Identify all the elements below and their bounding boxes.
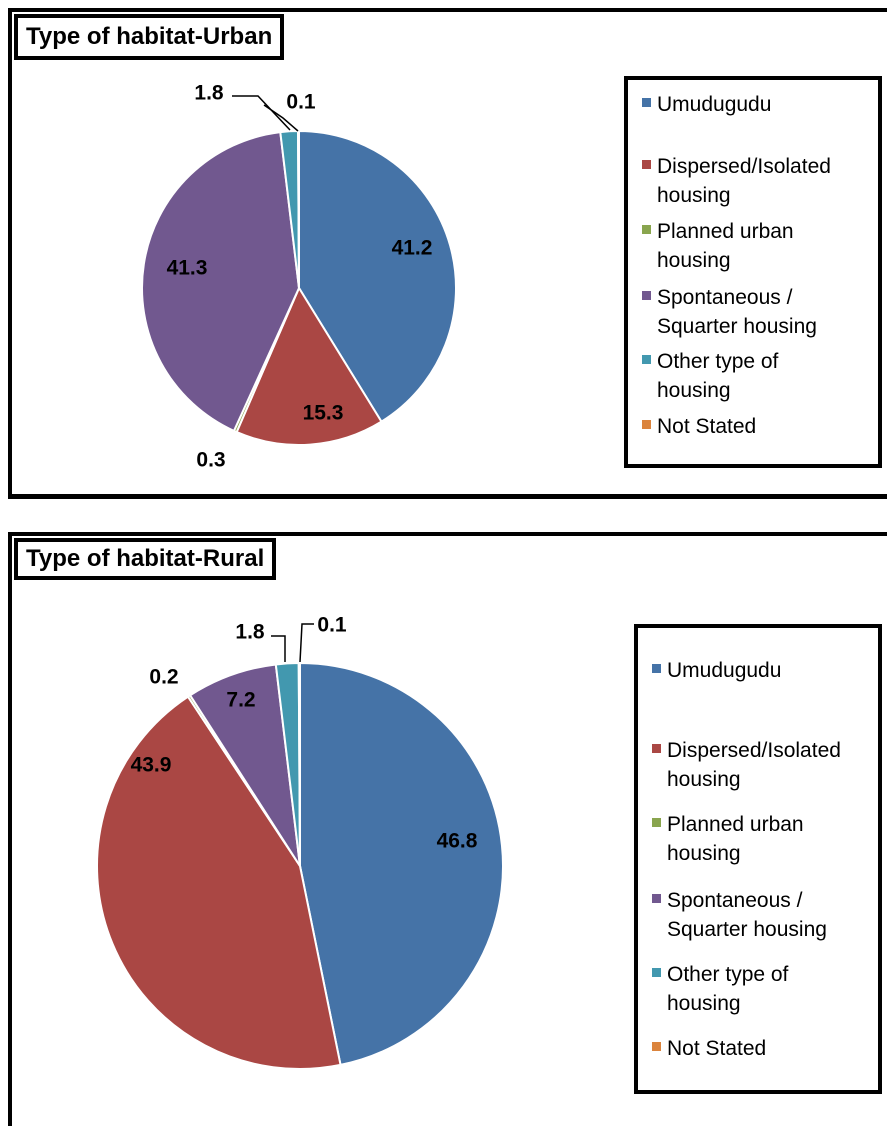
rural-data-label-other: 1.8 (235, 621, 265, 644)
rural-chart-panel: 46.8 43.9 0.2 7.2 1.8 0.1 Type of habitat-Rur… (0, 520, 887, 1126)
rural-data-label-umudugudu: 46.8 (437, 830, 478, 853)
rural-legend-label-other: Other type of housing (667, 963, 789, 1015)
rural-leader-line (271, 635, 286, 662)
urban-legend-item-umudugudu: Umudugudu (642, 90, 857, 119)
urban-legend-swatch-umudugudu (642, 98, 651, 107)
urban-data-label-other: 1.8 (194, 82, 224, 105)
urban-slice-dispersed (235, 285, 383, 446)
urban-legend-swatch-spontaneous (642, 291, 651, 300)
urban-legend-label-dispersed: Dispersed/Isolated housing (657, 155, 831, 207)
rural-chart-title-text: Type of habitat-Rural (26, 545, 265, 572)
urban-leader-line (232, 95, 291, 131)
urban-legend-swatch-other (642, 355, 651, 364)
rural-legend-label-dispersed: Dispersed/Isolated housing (667, 739, 841, 791)
urban-data-label-planned: 0.3 (196, 449, 225, 472)
rural-data-label-dispersed: 43.9 (131, 754, 172, 777)
urban-data-label-dispersed: 15.3 (303, 402, 344, 425)
urban-chart-title: Type of habitat-Urban (14, 14, 285, 60)
urban-legend-label-umudugudu: Umudugudu (657, 93, 772, 116)
urban-data-label-not-stated: 0.1 (286, 91, 316, 114)
rural-legend-item-not-stated: Not Stated (652, 1034, 867, 1063)
rural-data-label-not-stated: 0.1 (317, 614, 347, 637)
rural-pie-chart: 46.8 43.9 0.2 7.2 1.8 0.1 (96, 614, 504, 1070)
rural-legend-label-planned: Planned urban housing (667, 813, 804, 865)
rural-legend-swatch-spontaneous (652, 894, 661, 903)
rural-frame-left (8, 532, 12, 1126)
rural-leader-line (299, 623, 314, 663)
rural-legend-swatch-planned (652, 818, 661, 827)
rural-legend-item-dispersed: Dispersed/Isolated housing (652, 736, 867, 794)
urban-slice-umudugudu (298, 129, 457, 423)
rural-data-label-spontaneous: 7.2 (226, 689, 255, 712)
rural-slice-umudugudu (299, 661, 504, 1067)
urban-slice-spontaneous (141, 131, 301, 433)
rural-legend-label-not-stated: Not Stated (667, 1037, 767, 1060)
urban-chart-panel: 41.2 15.3 0.3 41.3 1.8 0.1 Type of habitat-Ur… (0, 0, 887, 500)
urban-data-label-umudugudu: 41.2 (392, 237, 433, 260)
urban-frame-top (8, 8, 887, 12)
urban-frame-bottom (8, 494, 887, 499)
rural-legend-item-planned: Planned urban housing (652, 810, 867, 868)
rural-chart-title: Type of habitat-Rural (14, 538, 277, 580)
rural-frame-top (8, 532, 887, 536)
urban-legend-swatch-planned (642, 225, 651, 234)
rural-legend-swatch-umudugudu (652, 664, 661, 673)
urban-legend-item-planned: Planned urban housing (642, 217, 857, 275)
rural-legend-item-other: Other type of housing (652, 960, 867, 1018)
urban-legend-label-planned: Planned urban housing (657, 220, 794, 272)
rural-data-label-planned: 0.2 (149, 666, 178, 689)
rural-legend-item-spontaneous: Spontaneous / Squarter housing (652, 886, 867, 944)
rural-legend-item-umudugudu: Umudugudu (652, 656, 867, 685)
urban-legend-item-other: Other type of housing (642, 347, 857, 405)
urban-frame-left (8, 8, 12, 496)
urban-legend-item-spontaneous: Spontaneous / Squarter housing (642, 283, 857, 341)
urban-legend-label-other: Other type of housing (657, 350, 779, 402)
rural-legend-swatch-dispersed (652, 744, 661, 753)
rural-slice-dispersed (96, 695, 342, 1070)
rural-slice-not-stated (297, 661, 301, 867)
urban-legend-swatch-dispersed (642, 160, 651, 169)
rural-legend-swatch-not-stated (652, 1042, 661, 1051)
rural-legend-label-spontaneous: Spontaneous / Squarter housing (667, 889, 827, 941)
urban-legend-item-not-stated: Not Stated (642, 412, 857, 441)
urban-legend-swatch-not-stated (642, 420, 651, 429)
urban-data-label-spontaneous: 41.3 (167, 257, 208, 280)
rural-legend-label-umudugudu: Umudugudu (667, 659, 782, 682)
urban-legend-item-dispersed: Dispersed/Isolated housing (642, 152, 857, 210)
urban-legend-label-spontaneous: Spontaneous / Squarter housing (657, 286, 817, 338)
urban-legend-label-not-stated: Not Stated (657, 415, 757, 438)
rural-legend: Umudugudu Dispersed/Isolated housing Pla… (634, 624, 882, 1094)
rural-legend-swatch-other (652, 968, 661, 977)
urban-chart-title-text: Type of habitat-Urban (26, 23, 273, 50)
urban-leader-line (263, 104, 299, 132)
urban-slice-not-stated (297, 129, 300, 289)
urban-pie-chart: 41.2 15.3 0.3 41.3 1.8 0.1 (141, 82, 457, 472)
urban-legend: Umudugudu Dispersed/Isolated housing Pla… (624, 76, 882, 468)
